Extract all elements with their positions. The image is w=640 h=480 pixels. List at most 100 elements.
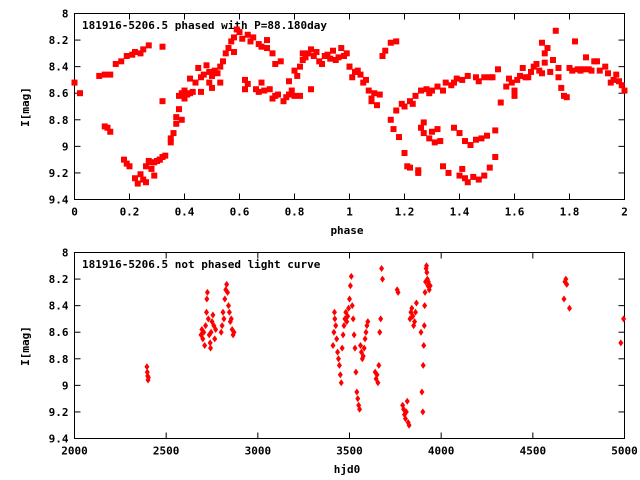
phased-data-point (173, 114, 180, 121)
unphased-data-point (357, 405, 363, 413)
phased-data-point (401, 150, 408, 156)
unphased-data-point (335, 348, 341, 356)
phased-data-point (544, 45, 551, 52)
unphased-data-point (420, 361, 426, 369)
phased-data-point (192, 79, 199, 86)
unphased-data-point (379, 264, 385, 272)
phased-data-point (297, 63, 303, 70)
phased-data-point (456, 172, 463, 179)
phased-data-point (286, 78, 292, 85)
phased-x-tick-label: 1.4 (450, 206, 470, 219)
phased-light-curve-panel: 181916-5206.5 phased with P=88.180day ph… (19, 8, 628, 238)
unphased-data-point (618, 339, 624, 347)
unphased-data-point (339, 344, 345, 352)
phased-data-point (374, 102, 380, 109)
phased-data-point (365, 87, 372, 94)
phased-data-point (363, 76, 369, 83)
phased-data-point (228, 38, 235, 45)
unphased-y-tick-label: 9.2 (49, 406, 69, 419)
phased-data-point (613, 71, 620, 78)
phased-data-point (187, 75, 193, 82)
phased-x-tick-label: 0.4 (175, 206, 195, 219)
phased-data-point (181, 95, 188, 102)
phased-y-axis-label: I[mag] (19, 87, 32, 127)
phased-data-point (552, 27, 559, 34)
unphased-data-point (413, 299, 419, 307)
unphased-plot-frame (74, 252, 625, 439)
phased-data-point (492, 127, 499, 134)
unphased-data-point (361, 344, 367, 352)
phased-data-point (167, 139, 174, 146)
phased-data-point (475, 176, 482, 183)
phased-data-point (442, 79, 449, 86)
phased-data-point (319, 60, 325, 67)
unphased-data-point (204, 295, 210, 303)
phased-data-point (393, 38, 400, 45)
phased-data-point (511, 87, 518, 94)
unphased-data-point (218, 328, 224, 336)
unphased-chart-title: 181916-5206.5 not phased light curve (82, 258, 321, 271)
unphased-data-point (406, 421, 412, 429)
phased-data-point (217, 79, 224, 86)
phased-data-point (555, 74, 562, 81)
phased-data-point (244, 80, 251, 87)
phased-data-point (214, 70, 221, 77)
phased-data-point (107, 128, 114, 135)
phased-data-point (242, 76, 248, 83)
phased-data-point (387, 39, 394, 46)
phased-data-point (456, 130, 463, 137)
phased-data-point (170, 130, 177, 137)
phased-data-point (481, 172, 488, 179)
unphased-data-point (336, 355, 341, 363)
unphased-data-point (346, 304, 352, 312)
unphased-data-point (226, 302, 231, 310)
phased-data-point (371, 90, 378, 97)
phased-data-point (467, 142, 474, 149)
phased-y-tick-label: 8.8 (49, 114, 69, 127)
phased-data-point (475, 78, 482, 85)
unphased-data-point (200, 335, 206, 343)
unphased-x-axis-label: hjd0 (334, 463, 361, 476)
unphased-data-point (564, 280, 570, 288)
phased-data-point (418, 124, 424, 131)
phased-data-point (588, 67, 595, 74)
phased-data-point (464, 179, 471, 186)
phased-data-point (596, 67, 603, 74)
phased-data-point (572, 38, 578, 45)
unphased-data-point (338, 379, 344, 387)
unphased-x-tick-label: 2000 (61, 445, 88, 458)
unphased-y-tick-label: 8.6 (49, 326, 69, 339)
phased-data-point (605, 70, 611, 77)
phased-y-tick-label: 8.4 (49, 61, 69, 74)
phased-data-point (412, 92, 419, 99)
phased-data-point (440, 163, 446, 170)
unphased-data-point (224, 280, 230, 288)
phased-data-point (473, 136, 479, 143)
phased-data-point (107, 71, 114, 78)
unphased-data-point (363, 328, 369, 336)
phased-data-point (357, 71, 364, 78)
unphased-x-tick-label: 5000 (611, 445, 638, 458)
phased-data-point (462, 138, 468, 145)
unphased-data-point (221, 315, 227, 323)
phased-data-point (376, 91, 383, 98)
phased-data-point (77, 90, 83, 97)
phased-data-point (533, 60, 540, 67)
phased-data-point (236, 29, 243, 36)
phased-data-point (288, 87, 295, 94)
phased-data-point (580, 66, 587, 73)
unphased-data-point (204, 308, 209, 316)
phased-data-point (426, 135, 433, 142)
phased-data-point (145, 42, 152, 49)
phased-data-point (209, 84, 215, 91)
phased-data-point (264, 37, 270, 44)
phased-data-point (291, 67, 298, 74)
unphased-data-point (422, 302, 428, 310)
phased-data-point (459, 165, 466, 172)
unphased-data-point (350, 315, 356, 323)
phased-data-point (459, 76, 466, 83)
phased-data-point (503, 83, 510, 90)
unphased-data-point (332, 315, 338, 323)
phased-data-point (514, 76, 521, 83)
